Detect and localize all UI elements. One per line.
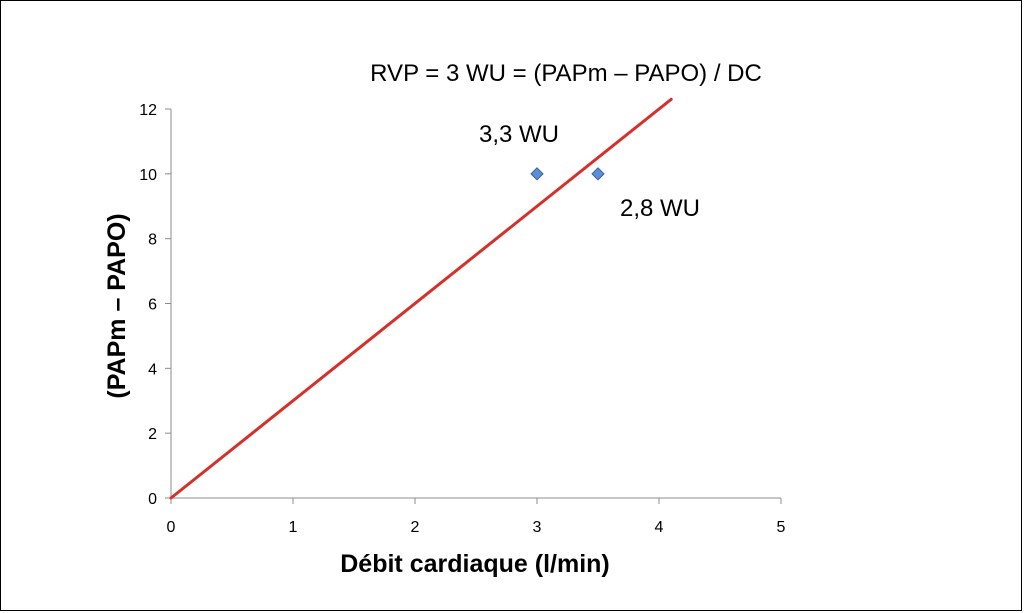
x-tick-label: 0 bbox=[167, 519, 176, 536]
data-point bbox=[591, 167, 605, 181]
x-tick-label: 4 bbox=[655, 519, 664, 536]
y-tick-label: 10 bbox=[139, 167, 157, 184]
y-axis: 0 2 4 6 8 10 12 bbox=[139, 102, 172, 508]
data-point bbox=[530, 167, 544, 181]
y-tick-label: 8 bbox=[148, 232, 157, 249]
x-tick-label: 2 bbox=[411, 519, 420, 536]
trend-line bbox=[169, 97, 673, 500]
point-label: 3,3 WU bbox=[479, 121, 559, 148]
y-tick-label: 6 bbox=[148, 297, 157, 314]
x-axis-label: Débit cardiaque (l/min) bbox=[340, 550, 609, 578]
y-axis-label: (PAPm – PAPO) bbox=[103, 213, 131, 398]
point-label: 2,8 WU bbox=[620, 195, 700, 222]
annotations-layer: 3,3 WU 2,8 WU bbox=[479, 121, 700, 222]
chart-title: RVP = 3 WU = (PAPm – PAPO) / DC bbox=[370, 60, 762, 87]
x-tick-label: 5 bbox=[777, 519, 786, 536]
x-tick-label: 1 bbox=[289, 519, 298, 536]
x-tick-label: 3 bbox=[533, 519, 542, 536]
y-tick-label: 0 bbox=[148, 491, 157, 508]
y-tick-label: 12 bbox=[139, 102, 157, 119]
series-layer bbox=[169, 97, 673, 500]
y-tick-label: 4 bbox=[148, 361, 157, 378]
x-axis: 0 1 2 3 4 5 bbox=[167, 497, 786, 536]
y-tick-label: 2 bbox=[148, 426, 157, 443]
